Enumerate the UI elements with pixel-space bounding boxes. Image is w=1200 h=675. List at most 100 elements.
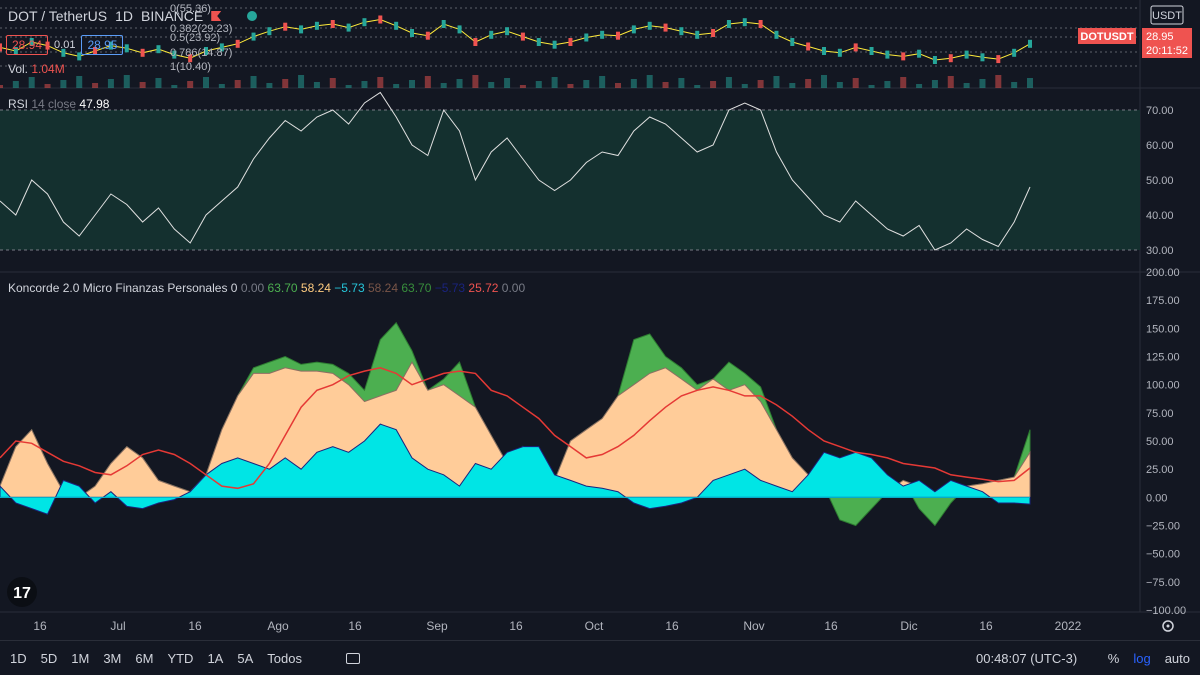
price-pane[interactable] [0, 7, 1140, 88]
price-candle [663, 23, 668, 32]
fib-level-labels: 0(55.36) 0.382(29.23)0.5(23.92) 0.786(14.8… [170, 3, 232, 73]
fib-level-label: 1(10.40) [170, 61, 211, 73]
price-candle [346, 23, 351, 32]
volume-bar [615, 83, 621, 88]
moving-average-line [0, 18, 1031, 61]
price-candle [108, 41, 113, 50]
range-button[interactable]: 3M [103, 650, 122, 666]
price-candle [822, 47, 826, 55]
time-axis[interactable]: 16 Jul 16 Ago 16 Sep 16 Oct 16 Nov 16 Dic 16 2022 [33, 619, 1081, 633]
auto-scale-toggle[interactable]: auto [1164, 651, 1190, 666]
range-button[interactable]: 6M [135, 650, 154, 666]
percent-scale-toggle[interactable]: % [1107, 651, 1120, 666]
volume-bar [1027, 78, 1033, 88]
price-candle [742, 18, 747, 27]
volume-bar [139, 82, 146, 88]
volume-bar [472, 75, 479, 88]
volume-bar [995, 75, 1002, 88]
rsi-legend[interactable]: RSI 14 close 47.98 [8, 97, 109, 111]
volume-value: 1.04M [31, 62, 65, 76]
clock[interactable]: 00:48:07 (UTC-3) [976, 651, 1078, 666]
koncorde-value: 58.24 [297, 281, 331, 295]
koncorde-tick-label: 100.00 [1146, 380, 1180, 392]
volume-bar [155, 78, 162, 88]
symbol-name[interactable]: DOT / TetherUS [8, 8, 108, 24]
price-candle [267, 27, 272, 36]
range-button[interactable]: YTD [167, 650, 194, 666]
compare-range-icon[interactable] [345, 652, 360, 664]
volume-bar [234, 80, 241, 88]
rsi-value: 47.98 [79, 97, 110, 111]
price-candle [679, 27, 684, 36]
interval-label[interactable]: 1D [115, 8, 133, 24]
flag-icon[interactable] [211, 11, 222, 21]
rsi-tick-label: 30.00 [1146, 245, 1174, 257]
settings-gear-icon[interactable] [1162, 620, 1174, 632]
range-button[interactable]: Todos [267, 650, 302, 666]
volume-bar [203, 77, 209, 88]
range-button[interactable]: 1D [10, 650, 27, 666]
symbol-header[interactable]: DOT / TetherUS 1D BINANCE [8, 8, 258, 24]
volume-bar [393, 84, 400, 88]
volume-bar [107, 79, 114, 88]
price-candle [13, 47, 18, 55]
price-candle [77, 52, 82, 61]
volume-bar [583, 80, 590, 88]
koncorde-red-line [0, 367, 1031, 490]
volume-bar [678, 78, 685, 88]
price-candle [901, 52, 906, 61]
koncorde-value: 25.72 [465, 281, 499, 295]
volume-bar [424, 76, 431, 88]
currency-badge-box[interactable] [1150, 5, 1184, 25]
volume-bar [599, 76, 606, 88]
price-candle [378, 15, 383, 24]
volume-bar [535, 81, 542, 88]
price-candle [204, 47, 208, 55]
volume-legend[interactable]: Vol. 1.04M [8, 62, 65, 76]
price-candle [156, 45, 161, 54]
volume-bar [725, 77, 732, 88]
volume-bar [440, 83, 447, 88]
volume-bar [266, 83, 273, 88]
volume-bar [551, 77, 558, 88]
time-axis-label: 16 [33, 619, 47, 633]
price-candle [425, 31, 430, 40]
koncorde-param: 0 [230, 281, 238, 295]
price-candle [837, 48, 842, 57]
log-scale-toggle[interactable]: log [1133, 651, 1151, 666]
volume-bar [12, 81, 19, 88]
buy-price-button[interactable]: 28.95 [81, 35, 124, 55]
volume-bar [171, 85, 178, 88]
volume-bar [76, 76, 83, 88]
range-button[interactable]: 1A [207, 650, 224, 666]
volume-bar [805, 79, 812, 88]
volume-bar [789, 83, 796, 88]
tradingview-logo-bg[interactable] [7, 577, 37, 607]
koncorde-value: −5.73 [431, 281, 466, 295]
koncorde-tick-label: 125.00 [1146, 352, 1180, 364]
market-status-icon [247, 11, 258, 21]
range-button[interactable]: 5D [40, 650, 58, 666]
price-candle [457, 25, 462, 34]
volume-bar [377, 77, 384, 88]
koncorde-tick-label: −100.00 [1146, 605, 1186, 617]
volume-bar [979, 79, 986, 88]
range-button[interactable]: 1M [71, 650, 90, 666]
price-candle [536, 38, 541, 46]
volume-bar [741, 84, 748, 88]
sell-price-button[interactable]: 28.94 [6, 35, 49, 55]
volume-bar [852, 78, 859, 88]
volume-bar [868, 85, 875, 88]
koncorde-legend[interactable]: Koncorde 2.0 Micro Finanzas Personales 0… [8, 281, 525, 295]
time-axis-label: Jul [110, 619, 125, 633]
spread-value: 0.01 [54, 39, 76, 51]
volume-bar [662, 82, 669, 88]
price-candle [283, 22, 288, 31]
time-axis-label: 16 [979, 619, 993, 633]
price-candle [711, 29, 716, 37]
volume-bar [567, 84, 574, 88]
volume-bar [44, 84, 51, 88]
range-button[interactable]: 5A [237, 650, 254, 666]
price-candle [172, 50, 177, 59]
